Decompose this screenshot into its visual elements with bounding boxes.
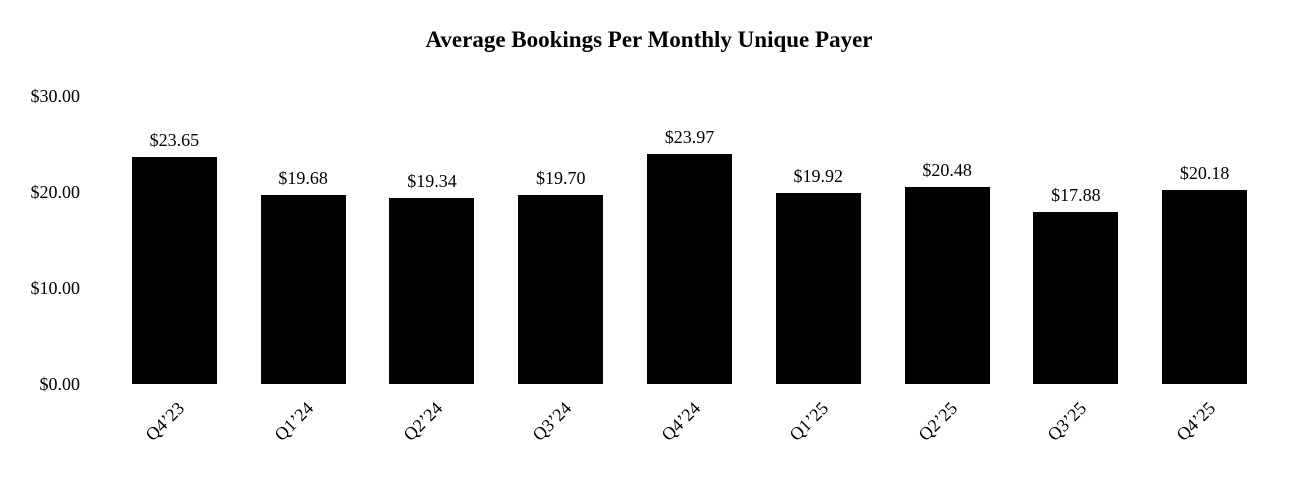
bar-value-label: $19.68 — [278, 168, 328, 189]
bar-stack: $19.92 — [754, 96, 883, 384]
x-axis-label-area: Q4’24 — [625, 384, 754, 480]
bar-value-label: $20.48 — [922, 160, 972, 181]
bar-stack: $19.70 — [496, 96, 625, 384]
x-axis-label-area: Q3’25 — [1011, 384, 1140, 480]
bar — [260, 195, 346, 384]
bar-column: $19.34 Q2’24 — [368, 96, 497, 480]
bar-value-label: $19.92 — [793, 165, 844, 186]
x-axis-label-area: Q4’25 — [1140, 384, 1269, 480]
bar-value-label: $20.18 — [1179, 163, 1230, 184]
bar-value-label: $19.70 — [535, 167, 586, 188]
y-axis: $30.00 $20.00 $10.00 $0.00 — [0, 86, 86, 394]
x-axis-tick-label: Q1’24 — [270, 398, 318, 445]
x-axis-label-area: Q3’24 — [496, 384, 625, 480]
x-axis-tick-label: Q4’24 — [656, 398, 704, 445]
x-axis-label-area: Q4’23 — [110, 384, 239, 480]
bar-column: $20.18 Q4’25 — [1140, 96, 1269, 480]
bar-value-label: $19.34 — [407, 171, 457, 192]
bar — [389, 198, 475, 384]
x-axis-tick-label: Q2’25 — [914, 398, 962, 445]
bar-column: $17.88 Q3’25 — [1011, 96, 1140, 480]
bar-column: $20.48 Q2’25 — [883, 96, 1012, 480]
bar-stack: $20.18 — [1140, 96, 1269, 384]
bar-column: $23.65 Q4’23 — [110, 96, 239, 480]
x-axis-label-area: Q2’24 — [368, 384, 497, 480]
bar — [775, 192, 861, 384]
x-axis-label-area: Q2’25 — [883, 384, 1012, 480]
bar-column: $19.68 Q1’24 — [239, 96, 368, 480]
x-axis-tick-label: Q2’24 — [399, 398, 447, 445]
x-axis-tick-label: Q1’25 — [785, 398, 833, 445]
bar-stack: $23.65 — [110, 96, 239, 384]
bar-stack: $19.68 — [239, 96, 368, 384]
bar-column: $23.97 Q4’24 — [625, 96, 754, 480]
y-axis-tick-label: $20.00 — [30, 182, 81, 202]
bar — [131, 156, 217, 384]
bar — [518, 194, 604, 384]
bar-value-label: $17.88 — [1051, 185, 1101, 206]
bar-stack: $20.48 — [883, 96, 1012, 384]
x-axis-label-area: Q1’25 — [754, 384, 883, 480]
bar-stack: $19.34 — [368, 96, 497, 384]
y-axis-tick-label: $0.00 — [39, 374, 81, 394]
bar — [647, 153, 733, 384]
plot-area: $23.65 Q4’23 $19.68 Q1’24 $19.34 Q2’24 $… — [110, 96, 1269, 480]
bar-value-label: $23.65 — [149, 129, 200, 150]
bar-stack: $17.88 — [1011, 96, 1140, 384]
x-axis-label-area: Q1’24 — [239, 384, 368, 480]
bar — [1033, 212, 1119, 384]
bar-stack: $23.97 — [625, 96, 754, 384]
bar-column: $19.70 Q3’24 — [496, 96, 625, 480]
bar — [1162, 190, 1248, 384]
x-axis-tick-label: Q4’25 — [1172, 398, 1219, 445]
chart-title: Average Bookings Per Monthly Unique Paye… — [425, 27, 873, 52]
y-axis-tick-label: $30.00 — [30, 86, 81, 106]
bar-value-label: $23.97 — [664, 126, 715, 147]
x-axis-tick-label: Q4’23 — [141, 398, 189, 445]
x-axis-tick-label: Q3’25 — [1043, 398, 1091, 445]
bar — [904, 187, 990, 384]
y-axis-tick-label: $10.00 — [30, 278, 81, 298]
x-axis-tick-label: Q3’24 — [528, 398, 575, 445]
bar-column: $19.92 Q1’25 — [754, 96, 883, 480]
